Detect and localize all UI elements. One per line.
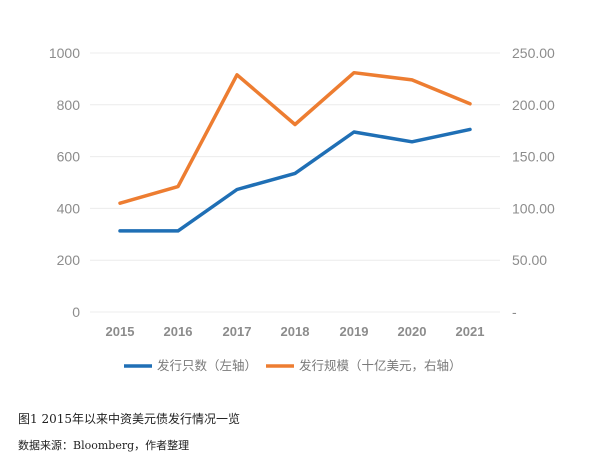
right-tick-label: 250.00 — [512, 45, 555, 61]
issuance-size-line — [118, 70, 472, 205]
legend: 发行只数（左轴） 发行规模（十亿美元，右轴） — [124, 358, 462, 373]
left-tick-label: 0 — [72, 304, 80, 320]
left-tick-label: 800 — [57, 97, 81, 113]
left-tick-label: 200 — [57, 252, 81, 268]
x-tick-label: 2019 — [340, 324, 369, 339]
right-axis-ticks: - 50.00 100.00 150.00 200.00 250.00 — [512, 45, 555, 320]
x-tick-label: 2018 — [281, 324, 310, 339]
x-tick-label: 2020 — [398, 324, 427, 339]
legend-label: 发行只数（左轴） — [157, 358, 257, 373]
x-tick-label: 2017 — [223, 324, 252, 339]
line-chart: 0 200 400 600 800 1000 - 50.00 100.00 150.00 200.… — [49, 45, 555, 373]
left-tick-label: 1000 — [49, 45, 80, 61]
legend-label: 发行规模（十亿美元，右轴） — [299, 358, 462, 373]
series-lines — [118, 70, 472, 233]
left-tick-label: 600 — [57, 149, 81, 165]
figure-caption: 图1 2015年以来中资美元债发行情况一览 — [18, 412, 240, 426]
gridlines — [90, 52, 500, 313]
right-tick-label: 200.00 — [512, 97, 555, 113]
data-source: 数据来源：Bloomberg，作者整理 — [18, 439, 190, 452]
issuance-count-line — [118, 127, 472, 233]
left-axis-ticks: 0 200 400 600 800 1000 — [49, 45, 80, 320]
right-tick-label: 150.00 — [512, 149, 555, 165]
right-tick-label: 100.00 — [512, 200, 555, 216]
x-tick-label: 2021 — [456, 324, 485, 339]
x-tick-label: 2015 — [106, 324, 135, 339]
x-tick-label: 2016 — [164, 324, 193, 339]
chart-area: 0 200 400 600 800 1000 - 50.00 100.00 150.00 200.… — [49, 45, 555, 373]
left-tick-label: 400 — [57, 200, 81, 216]
right-tick-label: - — [512, 304, 517, 320]
x-axis-ticks: 2015 2016 2017 2018 2019 2020 2021 — [106, 324, 485, 339]
right-tick-label: 50.00 — [512, 252, 547, 268]
